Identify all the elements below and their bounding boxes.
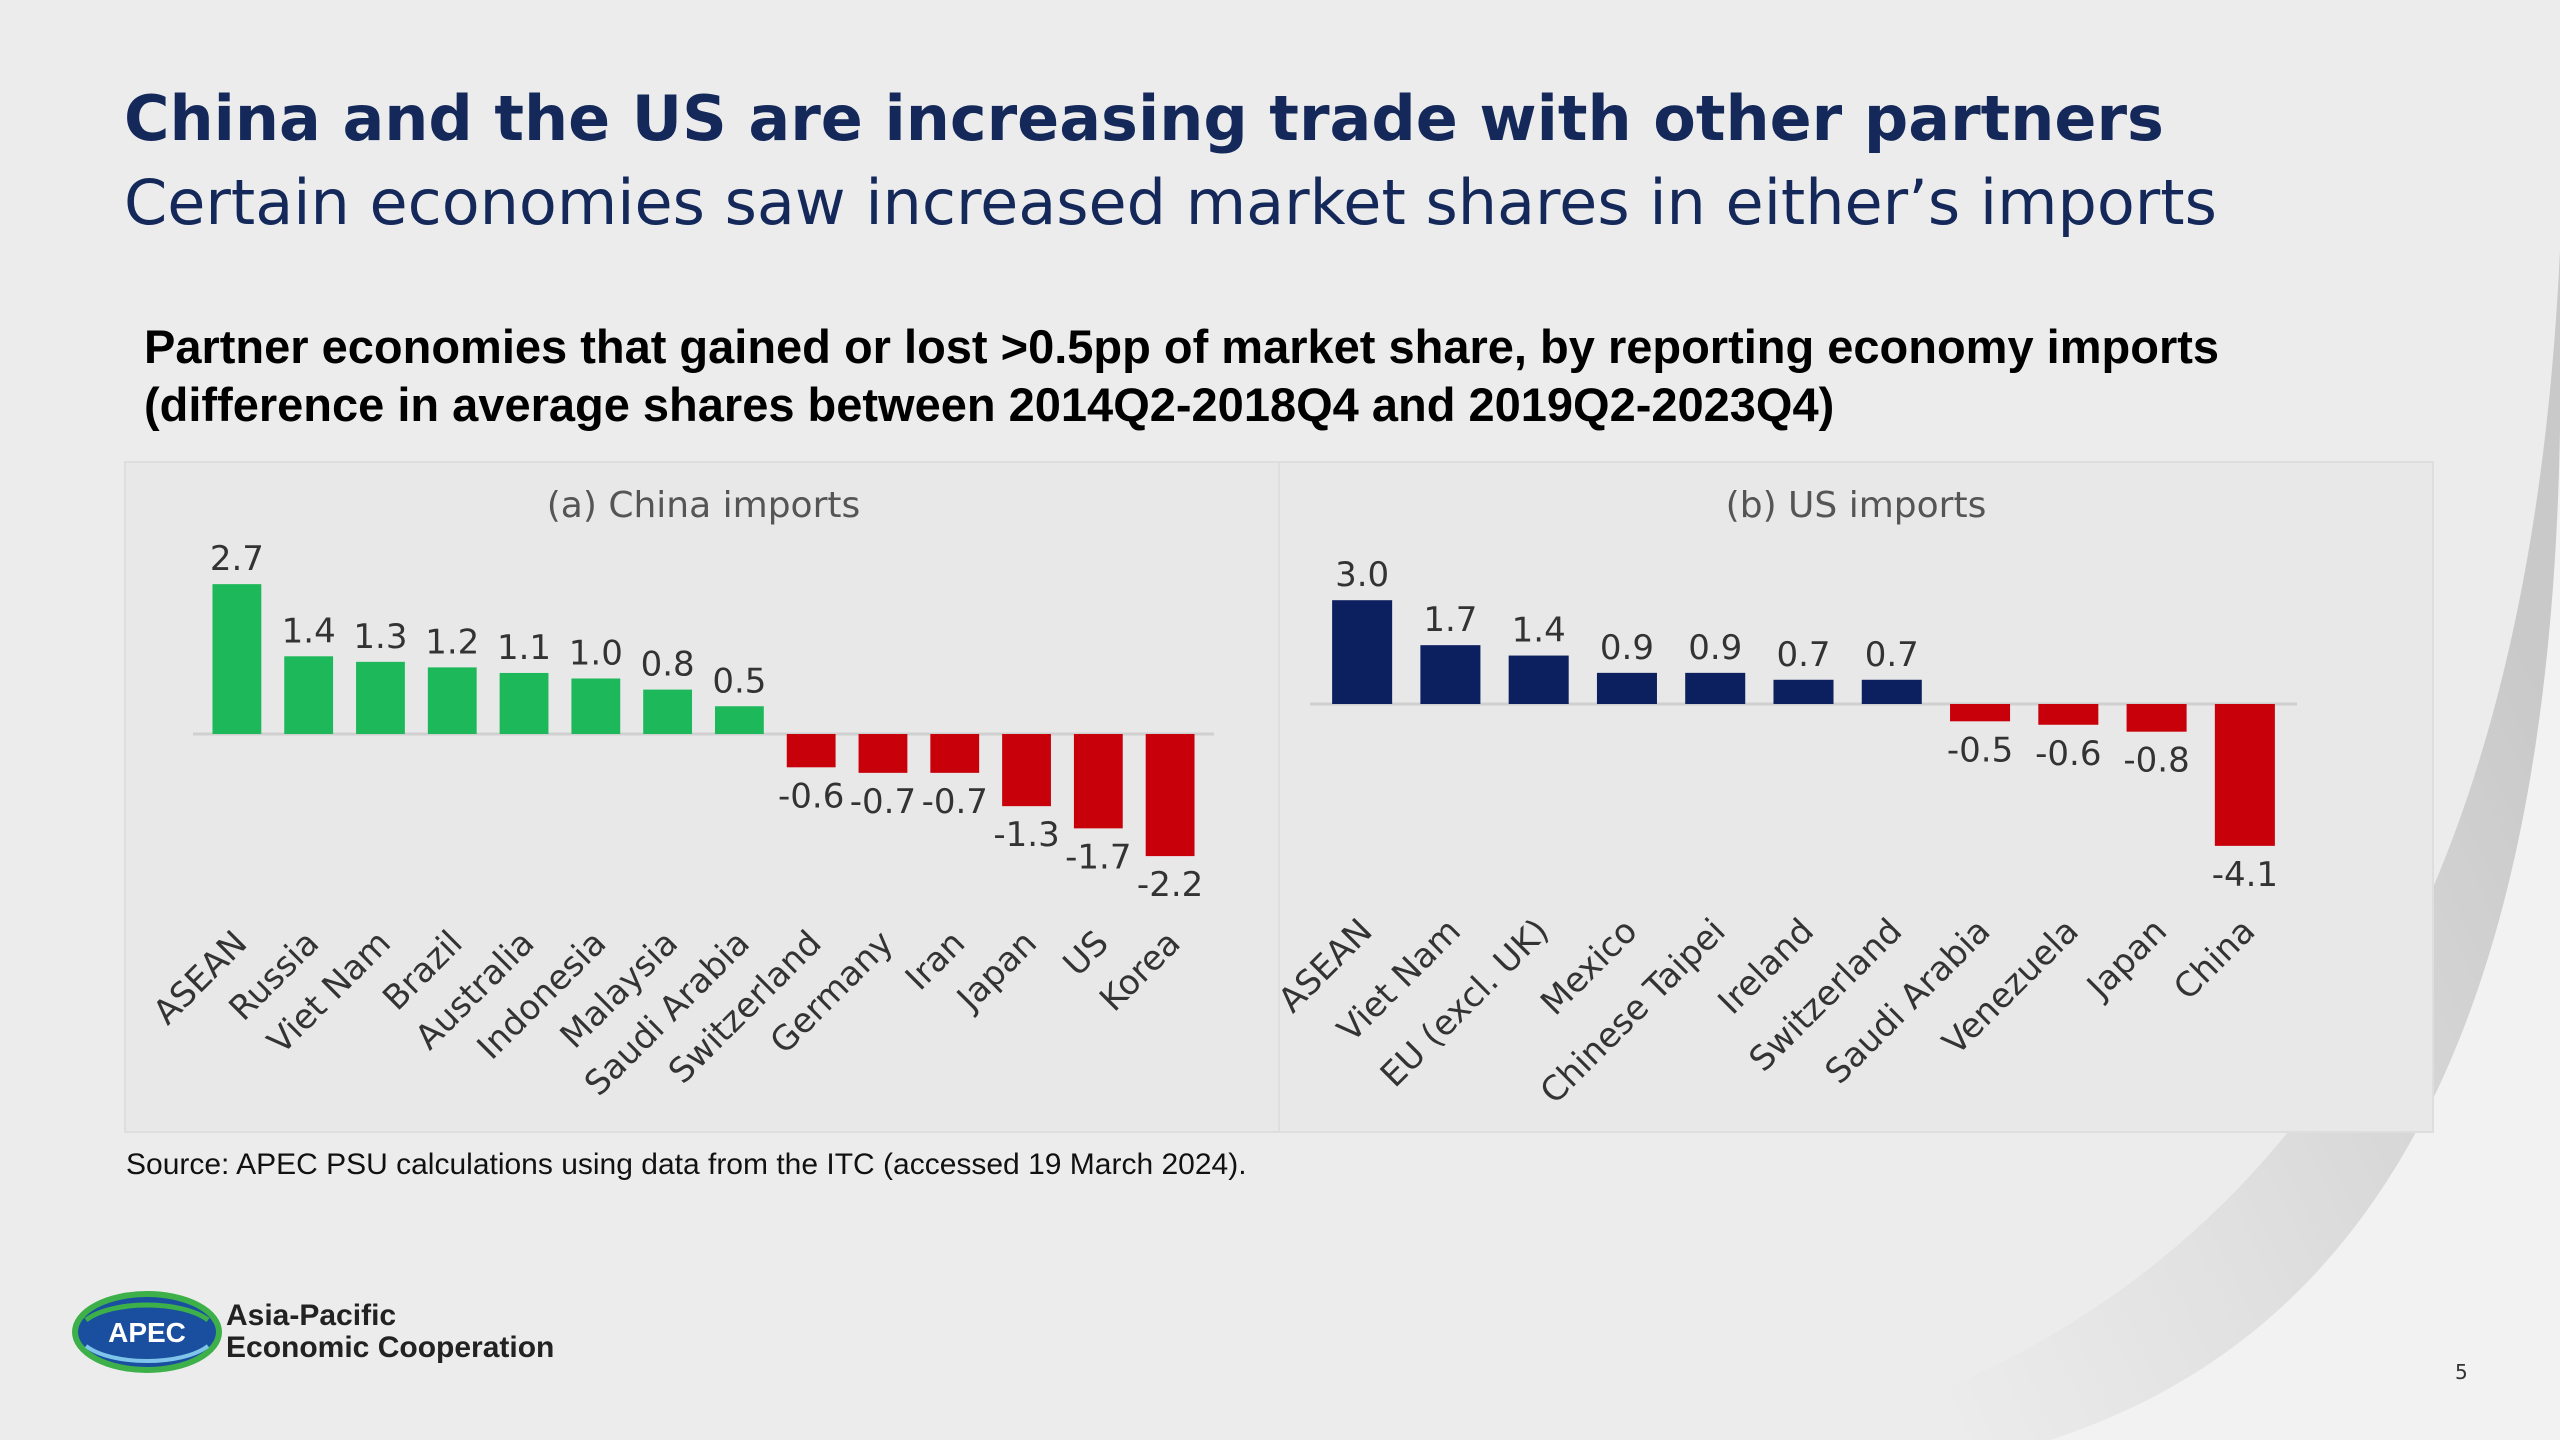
us-imports-value-label: -4.1 <box>2212 855 2278 895</box>
china-imports-bar <box>499 672 549 734</box>
us-imports-category-label: China <box>2166 911 2263 1008</box>
us-imports-category-label: Japan <box>2078 911 2175 1008</box>
china-imports-bar <box>427 667 477 734</box>
china-imports-value-label: 0.5 <box>712 661 766 701</box>
us-imports-bar <box>1420 645 1481 704</box>
china-imports-category-label: Japan <box>948 923 1045 1020</box>
apec-logo: APEC <box>72 1291 222 1373</box>
china-imports-bar <box>643 689 693 734</box>
us-imports-value-label: -0.5 <box>1947 730 2013 770</box>
china-imports-bar <box>786 734 836 768</box>
apec-logo-badge: APEC <box>108 1317 186 1348</box>
us-imports-bar <box>2038 704 2099 725</box>
us-imports-value-label: 0.7 <box>1865 635 1919 675</box>
china-imports-panel: (a) China imports 2.7 ASEAN 1.4 Russia 1.3 Vi… <box>124 461 1280 1133</box>
us-imports-bar <box>1685 672 1746 704</box>
china-imports-value-label: 2.7 <box>210 539 264 579</box>
china-imports-value-label: -1.3 <box>993 815 1059 855</box>
us-imports-bar <box>1332 600 1393 704</box>
us-imports-bar <box>2126 704 2187 732</box>
china-imports-value-label: -2.2 <box>1137 865 1203 905</box>
china-imports-value-label: 1.0 <box>569 634 623 674</box>
us-imports-bar <box>1861 679 1922 704</box>
us-imports-chart-title: (b) US imports <box>1725 485 1987 526</box>
china-imports-value-label: -1.7 <box>1065 837 1131 877</box>
us-imports-bar <box>1950 704 2011 722</box>
source-note: Source: APEC PSU calculations using data… <box>126 1148 1247 1181</box>
us-imports-bar <box>1596 672 1657 704</box>
us-imports-value-label: 0.9 <box>1688 628 1742 668</box>
slide-subtitle: Certain economies saw increased market s… <box>124 166 2217 239</box>
china-imports-bar <box>1145 734 1195 857</box>
china-imports-bar <box>858 734 908 773</box>
us-imports-value-label: -0.6 <box>2035 734 2101 774</box>
china-imports-category-label: Korea <box>1092 923 1188 1019</box>
chart-heading-line-2: (difference in average shares between 20… <box>144 378 1835 431</box>
logo-line-2: Economic Cooperation <box>226 1331 555 1364</box>
china-imports-value-label: -0.6 <box>778 776 844 816</box>
apec-logo-text: Asia-Pacific Economic Cooperation <box>226 1300 554 1364</box>
us-imports-value-label: 0.9 <box>1600 628 1654 668</box>
chart-heading: Partner economies that gained or lost >0… <box>144 318 2219 434</box>
page-number: 5 <box>2455 1360 2468 1384</box>
china-imports-bar <box>930 734 980 773</box>
china-imports-value-label: 1.2 <box>425 622 479 662</box>
us-imports-panel: (b) US imports 3.0 ASEAN 1.7 Viet Nam 1.4 EU … <box>1271 461 2434 1133</box>
us-imports-bar <box>1773 679 1834 704</box>
china-imports-value-label: 0.8 <box>641 645 695 685</box>
china-imports-bar <box>571 678 621 734</box>
china-imports-value-label: 1.4 <box>282 611 336 651</box>
us-imports-bar <box>2214 704 2275 846</box>
china-imports-value-label: -0.7 <box>922 782 988 822</box>
us-imports-value-label: -0.8 <box>2123 741 2189 781</box>
china-imports-bar <box>1002 734 1051 807</box>
logo-line-1: Asia-Pacific <box>226 1299 397 1332</box>
us-imports-value-label: 1.4 <box>1512 611 1566 651</box>
us-imports-bar <box>1508 655 1569 704</box>
china-imports-value-label: 1.3 <box>353 617 407 657</box>
china-imports-bar <box>714 706 764 734</box>
us-imports-value-label: 0.7 <box>1776 635 1830 675</box>
china-imports-bar <box>356 661 405 734</box>
china-imports-bar <box>1073 734 1123 829</box>
china-imports-bar <box>284 656 334 734</box>
china-imports-bar <box>212 584 262 734</box>
china-imports-value-label: -0.7 <box>850 782 916 822</box>
us-imports-value-label: 1.7 <box>1423 600 1477 640</box>
china-imports-chart-title: (a) China imports <box>546 485 861 526</box>
chart-heading-line-1: Partner economies that gained or lost >0… <box>144 320 2220 373</box>
us-imports-value-label: 3.0 <box>1335 555 1389 595</box>
slide-title: China and the US are increasing trade wi… <box>124 82 2164 155</box>
china-imports-value-label: 1.1 <box>497 628 551 668</box>
